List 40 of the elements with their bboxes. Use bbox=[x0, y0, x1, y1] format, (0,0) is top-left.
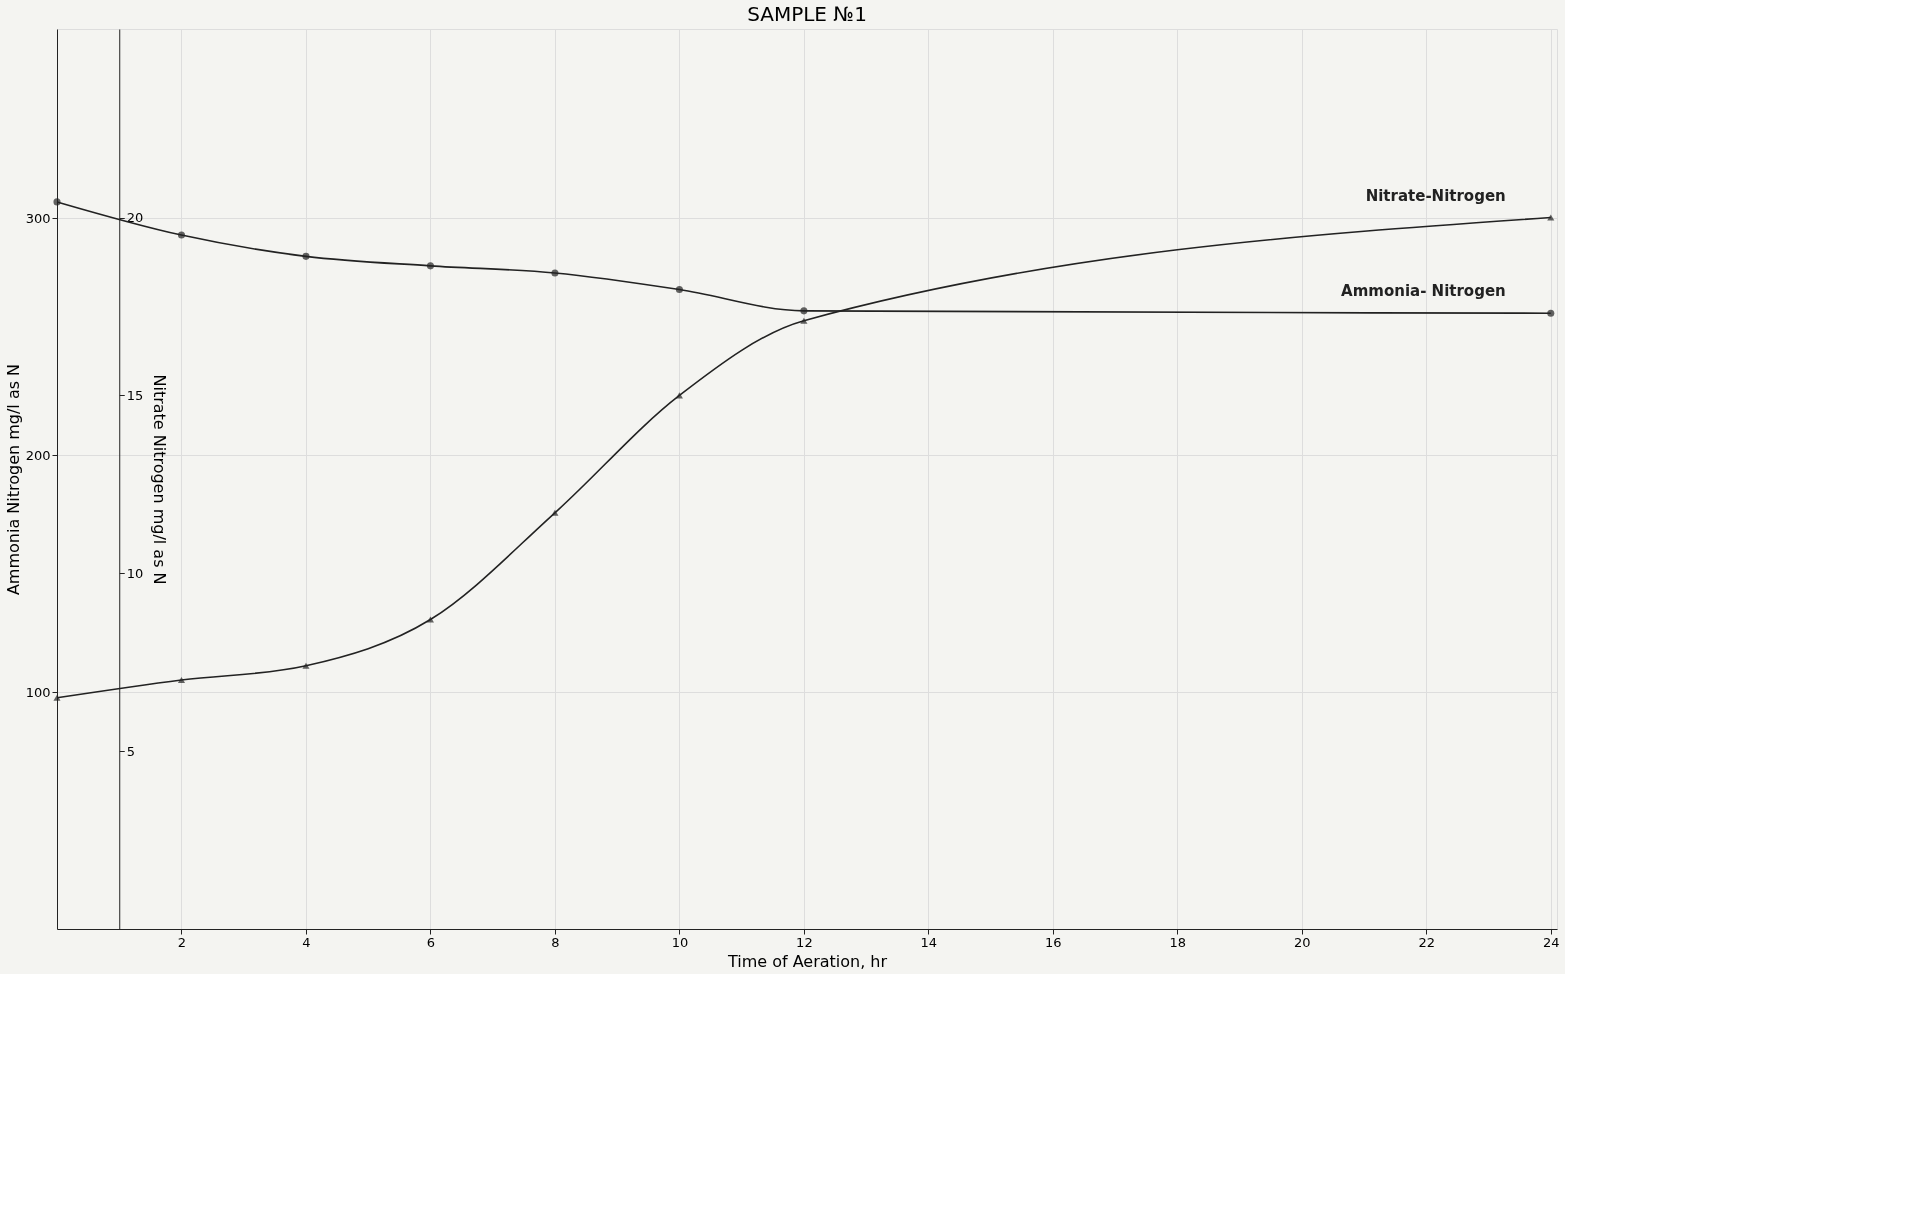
point bbox=[551, 509, 559, 516]
point bbox=[177, 231, 186, 239]
point bbox=[53, 694, 61, 701]
point bbox=[800, 317, 808, 324]
x-tick-label: 2 bbox=[177, 934, 187, 950]
y2-tick-label: 15 bbox=[126, 387, 144, 403]
x-axis-title: Time of Aeration, hr bbox=[726, 951, 888, 971]
point bbox=[1547, 309, 1555, 317]
series-label: Ammonia- Nitrogen bbox=[1341, 282, 1506, 301]
x-tick-label: 24 bbox=[1543, 934, 1560, 950]
point bbox=[800, 307, 808, 315]
point bbox=[675, 286, 683, 294]
point bbox=[426, 262, 434, 270]
point bbox=[302, 662, 310, 669]
y2-tick-label: 5 bbox=[126, 743, 136, 759]
x-tick-label: 16 bbox=[1045, 934, 1062, 950]
series-label: Nitrate-Nitrogen bbox=[1365, 186, 1506, 205]
x-tick-label: 8 bbox=[551, 934, 560, 950]
point bbox=[551, 269, 559, 277]
x-tick-label: 4 bbox=[302, 934, 311, 950]
y2-tick-label: 10 bbox=[126, 565, 144, 581]
point bbox=[53, 198, 61, 206]
point bbox=[302, 252, 310, 260]
y2-axis-title: Nitrate Nitrogen mg/l as N bbox=[150, 374, 170, 585]
x-tick-label: 20 bbox=[1294, 934, 1311, 950]
x-tick-label: 12 bbox=[796, 934, 813, 950]
x-tick-label: 14 bbox=[920, 934, 938, 950]
x-tick-label: 22 bbox=[1418, 934, 1436, 950]
point bbox=[426, 616, 434, 623]
chart-title: SAMPLE №1 bbox=[747, 2, 867, 26]
x-tick-label: 6 bbox=[426, 934, 436, 950]
x-tick-label: 18 bbox=[1169, 934, 1187, 950]
point bbox=[177, 676, 186, 684]
y-tick-label: 100 bbox=[25, 684, 51, 700]
point bbox=[1547, 214, 1555, 221]
y2-tick-label: 20 bbox=[126, 210, 144, 226]
y-tick-label: 200 bbox=[25, 447, 51, 463]
y-axis-title: Ammonia Nitrogen mg/l as N bbox=[3, 363, 23, 596]
y-tick-label: 300 bbox=[25, 210, 51, 226]
x-tick-label: 10 bbox=[671, 934, 689, 950]
